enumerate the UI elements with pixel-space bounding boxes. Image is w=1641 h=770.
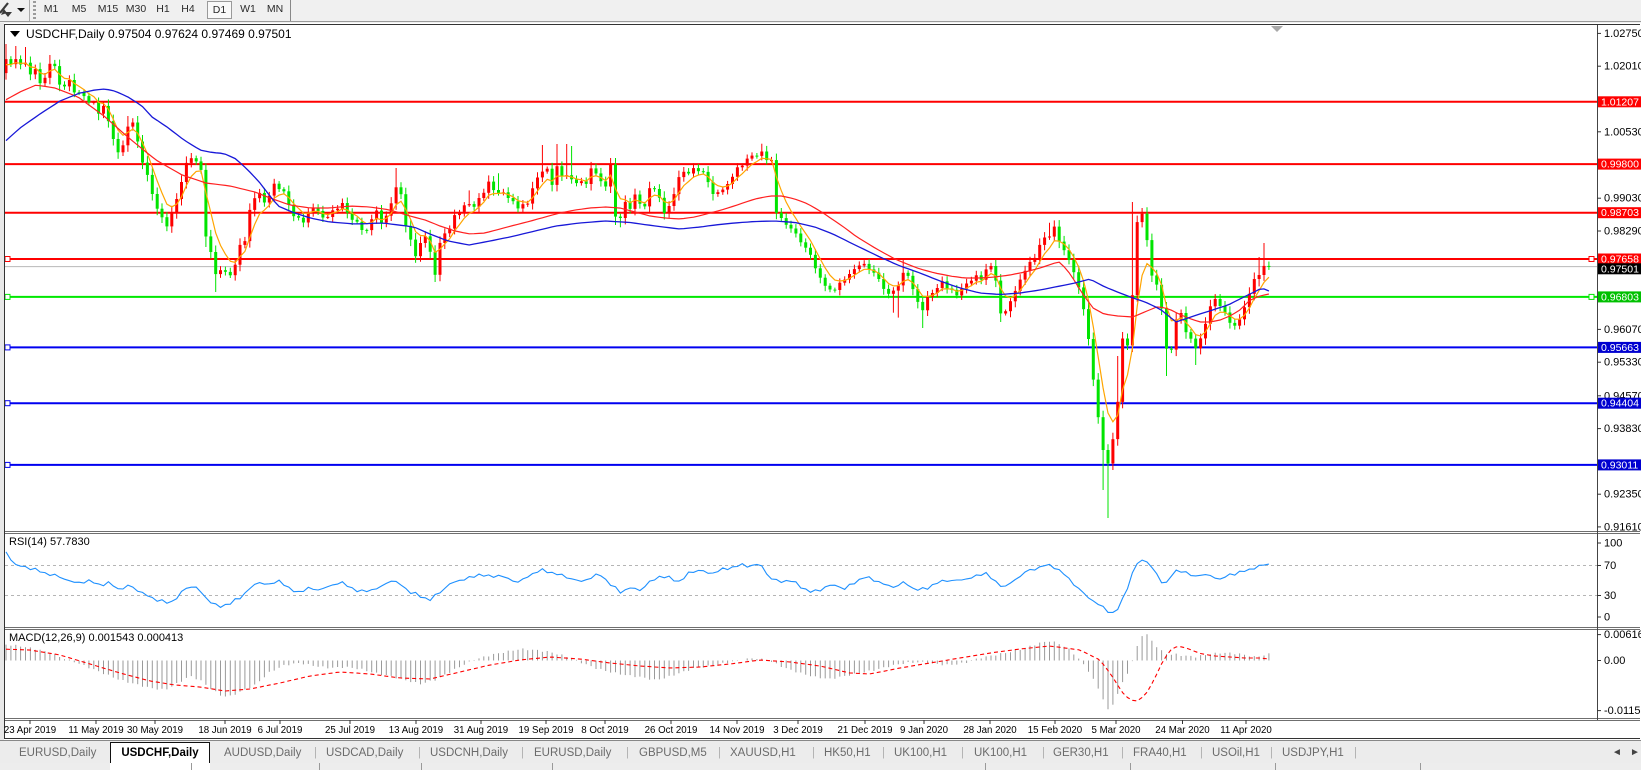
svg-text:0.00: 0.00 bbox=[1604, 655, 1625, 667]
svg-text:8 Oct 2019: 8 Oct 2019 bbox=[581, 725, 628, 736]
svg-text:0.93830: 0.93830 bbox=[1604, 423, 1641, 435]
svg-text:24 Mar 2020: 24 Mar 2020 bbox=[1155, 725, 1210, 736]
svg-text:70: 70 bbox=[1604, 560, 1616, 572]
svg-text:5 Mar 2020: 5 Mar 2020 bbox=[1091, 725, 1141, 736]
svg-text:21 Dec 2019: 21 Dec 2019 bbox=[838, 725, 893, 736]
svg-text:0.91610: 0.91610 bbox=[1604, 521, 1641, 533]
svg-text:0.97658: 0.97658 bbox=[1601, 254, 1639, 266]
svg-text:0.98703: 0.98703 bbox=[1601, 207, 1639, 219]
svg-text:11 May 2019: 11 May 2019 bbox=[68, 725, 123, 736]
svg-text:25 Jul 2019: 25 Jul 2019 bbox=[325, 725, 375, 736]
svg-text:0.99030: 0.99030 bbox=[1604, 193, 1641, 205]
svg-text:3 Dec 2019: 3 Dec 2019 bbox=[773, 725, 823, 736]
svg-text:1.02750: 1.02750 bbox=[1604, 28, 1641, 40]
svg-text:30: 30 bbox=[1604, 590, 1616, 602]
svg-text:11 Apr 2020: 11 Apr 2020 bbox=[1220, 725, 1272, 736]
svg-text:0.95663: 0.95663 bbox=[1601, 342, 1639, 354]
svg-text:0.97501: 0.97501 bbox=[1601, 263, 1639, 275]
svg-text:15 Feb 2020: 15 Feb 2020 bbox=[1028, 725, 1083, 736]
svg-text:0.99800: 0.99800 bbox=[1601, 159, 1639, 171]
svg-text:13 Aug 2019: 13 Aug 2019 bbox=[389, 725, 443, 736]
svg-text:0.92350: 0.92350 bbox=[1604, 489, 1641, 501]
svg-text:0.95330: 0.95330 bbox=[1604, 357, 1641, 369]
svg-text:31 Aug 2019: 31 Aug 2019 bbox=[454, 725, 508, 736]
svg-text:0.98290: 0.98290 bbox=[1604, 226, 1641, 238]
svg-text:14 Nov 2019: 14 Nov 2019 bbox=[710, 725, 765, 736]
svg-text:0: 0 bbox=[1604, 612, 1610, 624]
svg-text:6 Jul 2019: 6 Jul 2019 bbox=[258, 725, 303, 736]
svg-text:19 Sep 2019: 19 Sep 2019 bbox=[519, 725, 574, 736]
svg-text:1.00530: 1.00530 bbox=[1604, 126, 1641, 138]
svg-text:30 May 2019: 30 May 2019 bbox=[127, 725, 183, 736]
svg-text:26 Oct 2019: 26 Oct 2019 bbox=[645, 725, 698, 736]
svg-text:MACD(12,26,9) 0.001543 0.00041: MACD(12,26,9) 0.001543 0.000413 bbox=[9, 632, 183, 644]
svg-text:18 Jun 2019: 18 Jun 2019 bbox=[198, 725, 251, 736]
svg-text:-0.011531: -0.011531 bbox=[1604, 705, 1641, 717]
svg-text:RSI(14) 57.7830: RSI(14) 57.7830 bbox=[9, 536, 90, 548]
svg-text:1.01207: 1.01207 bbox=[1601, 96, 1639, 108]
svg-text:23 Apr 2019: 23 Apr 2019 bbox=[4, 725, 56, 736]
svg-text:0.93011: 0.93011 bbox=[1601, 459, 1638, 471]
svg-text:0.006167: 0.006167 bbox=[1604, 629, 1641, 641]
svg-text:28 Jan 2020: 28 Jan 2020 bbox=[963, 725, 1017, 736]
svg-text:100: 100 bbox=[1604, 538, 1622, 550]
svg-text:1.02010: 1.02010 bbox=[1604, 61, 1641, 73]
svg-text:USDCHF,Daily 0.97504 0.97624: USDCHF,Daily 0.97504 0.97624 0.97469 0.9… bbox=[26, 27, 292, 41]
svg-text:0.94404: 0.94404 bbox=[1601, 398, 1639, 410]
svg-text:9 Jan 2020: 9 Jan 2020 bbox=[900, 725, 949, 736]
svg-text:0.96070: 0.96070 bbox=[1604, 324, 1641, 336]
svg-text:0.96803: 0.96803 bbox=[1601, 291, 1639, 303]
